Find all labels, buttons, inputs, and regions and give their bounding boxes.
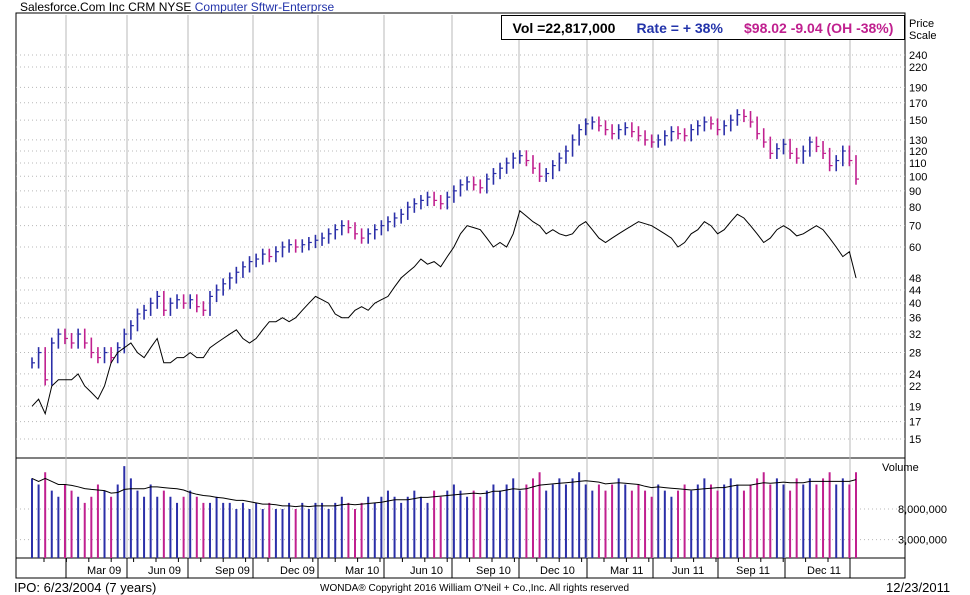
info-box: Vol =22,817,000 Rate = + 38% $98.02 -9.0… — [501, 15, 905, 40]
price-tick-label: 220 — [909, 62, 927, 74]
price-tick-label: 40 — [909, 298, 921, 310]
price-tick-label: 48 — [909, 273, 921, 285]
ipo-label: IPO: 6/23/2004 (7 years) — [14, 580, 157, 595]
x-tick-label: Jun 11 — [672, 565, 704, 577]
price-tick-label: 28 — [909, 348, 921, 360]
price-scale-title: Scale — [909, 30, 937, 42]
chart-frame — [15, 12, 906, 559]
price-tick-label: 120 — [909, 146, 927, 158]
volume-tick-label: 3,000,000 — [898, 535, 947, 547]
price-tick-label: 240 — [909, 50, 927, 62]
price-tick-label: 44 — [909, 285, 921, 297]
x-tick-label: Jun 10 — [410, 565, 443, 577]
x-tick-label: Sep 10 — [476, 565, 511, 577]
price-tick-label: 22 — [909, 381, 921, 393]
volume-tick-label: 8,000,000 — [898, 504, 947, 516]
volume-readout: Vol =22,817,000 — [512, 19, 616, 36]
industry-name: Computer Sftwr-Enterprse — [194, 0, 335, 14]
price-tick-label: 130 — [909, 135, 927, 147]
price-tick-label: 36 — [909, 313, 921, 325]
price-tick-label: 170 — [909, 98, 927, 110]
change-readout: -9.04 (OH -38%) — [790, 19, 894, 36]
x-tick-label: Dec 11 — [807, 565, 841, 577]
volume-title: Volume — [882, 462, 919, 474]
x-tick-label: Dec 10 — [540, 565, 575, 577]
rate-readout: Rate = + 38% — [636, 19, 723, 36]
relative-strength-line — [31, 209, 857, 416]
price-tick-label: 19 — [909, 401, 921, 413]
x-tick-label: Dec 09 — [280, 565, 315, 577]
price-tick-label: 70 — [909, 221, 921, 233]
price-tick-label: 15 — [909, 434, 921, 446]
x-tick-label: Mar 09 — [87, 565, 121, 577]
x-tick-label: Jun 09 — [148, 565, 181, 577]
price-readout: $98.02 — [744, 19, 787, 36]
chart-date: 12/23/2011 — [886, 580, 951, 595]
x-tick-label: Sep 11 — [736, 565, 770, 577]
company-name: Salesforce.Com Inc — [20, 0, 125, 14]
price-tick-label: 100 — [909, 171, 927, 183]
copyright-label: WONDA® Copyright 2016 William O'Neil + C… — [320, 583, 630, 594]
x-tick-label: Mar 10 — [345, 565, 379, 577]
price-tick-label: 150 — [909, 115, 927, 127]
exchange-name: NYSE — [158, 0, 192, 14]
price-scale-title: Price — [909, 18, 934, 30]
price-tick-label: 90 — [909, 186, 921, 198]
price-tick-label: 190 — [909, 82, 927, 94]
x-tick-label: Sep 09 — [215, 565, 250, 577]
price-tick-label: 60 — [909, 242, 921, 254]
ticker-symbol: CRM — [128, 0, 156, 14]
chart-header: Salesforce.Com Inc CRM NYSE Computer Sft… — [20, 0, 334, 14]
price-tick-label: 110 — [909, 158, 927, 170]
volume-moving-average — [31, 477, 857, 508]
price-tick-label: 32 — [909, 329, 921, 341]
price-tick-label: 17 — [909, 417, 921, 429]
price-tick-label: 24 — [909, 369, 921, 381]
x-tick-label: Mar 11 — [610, 565, 643, 577]
price-tick-label: 80 — [909, 202, 921, 214]
